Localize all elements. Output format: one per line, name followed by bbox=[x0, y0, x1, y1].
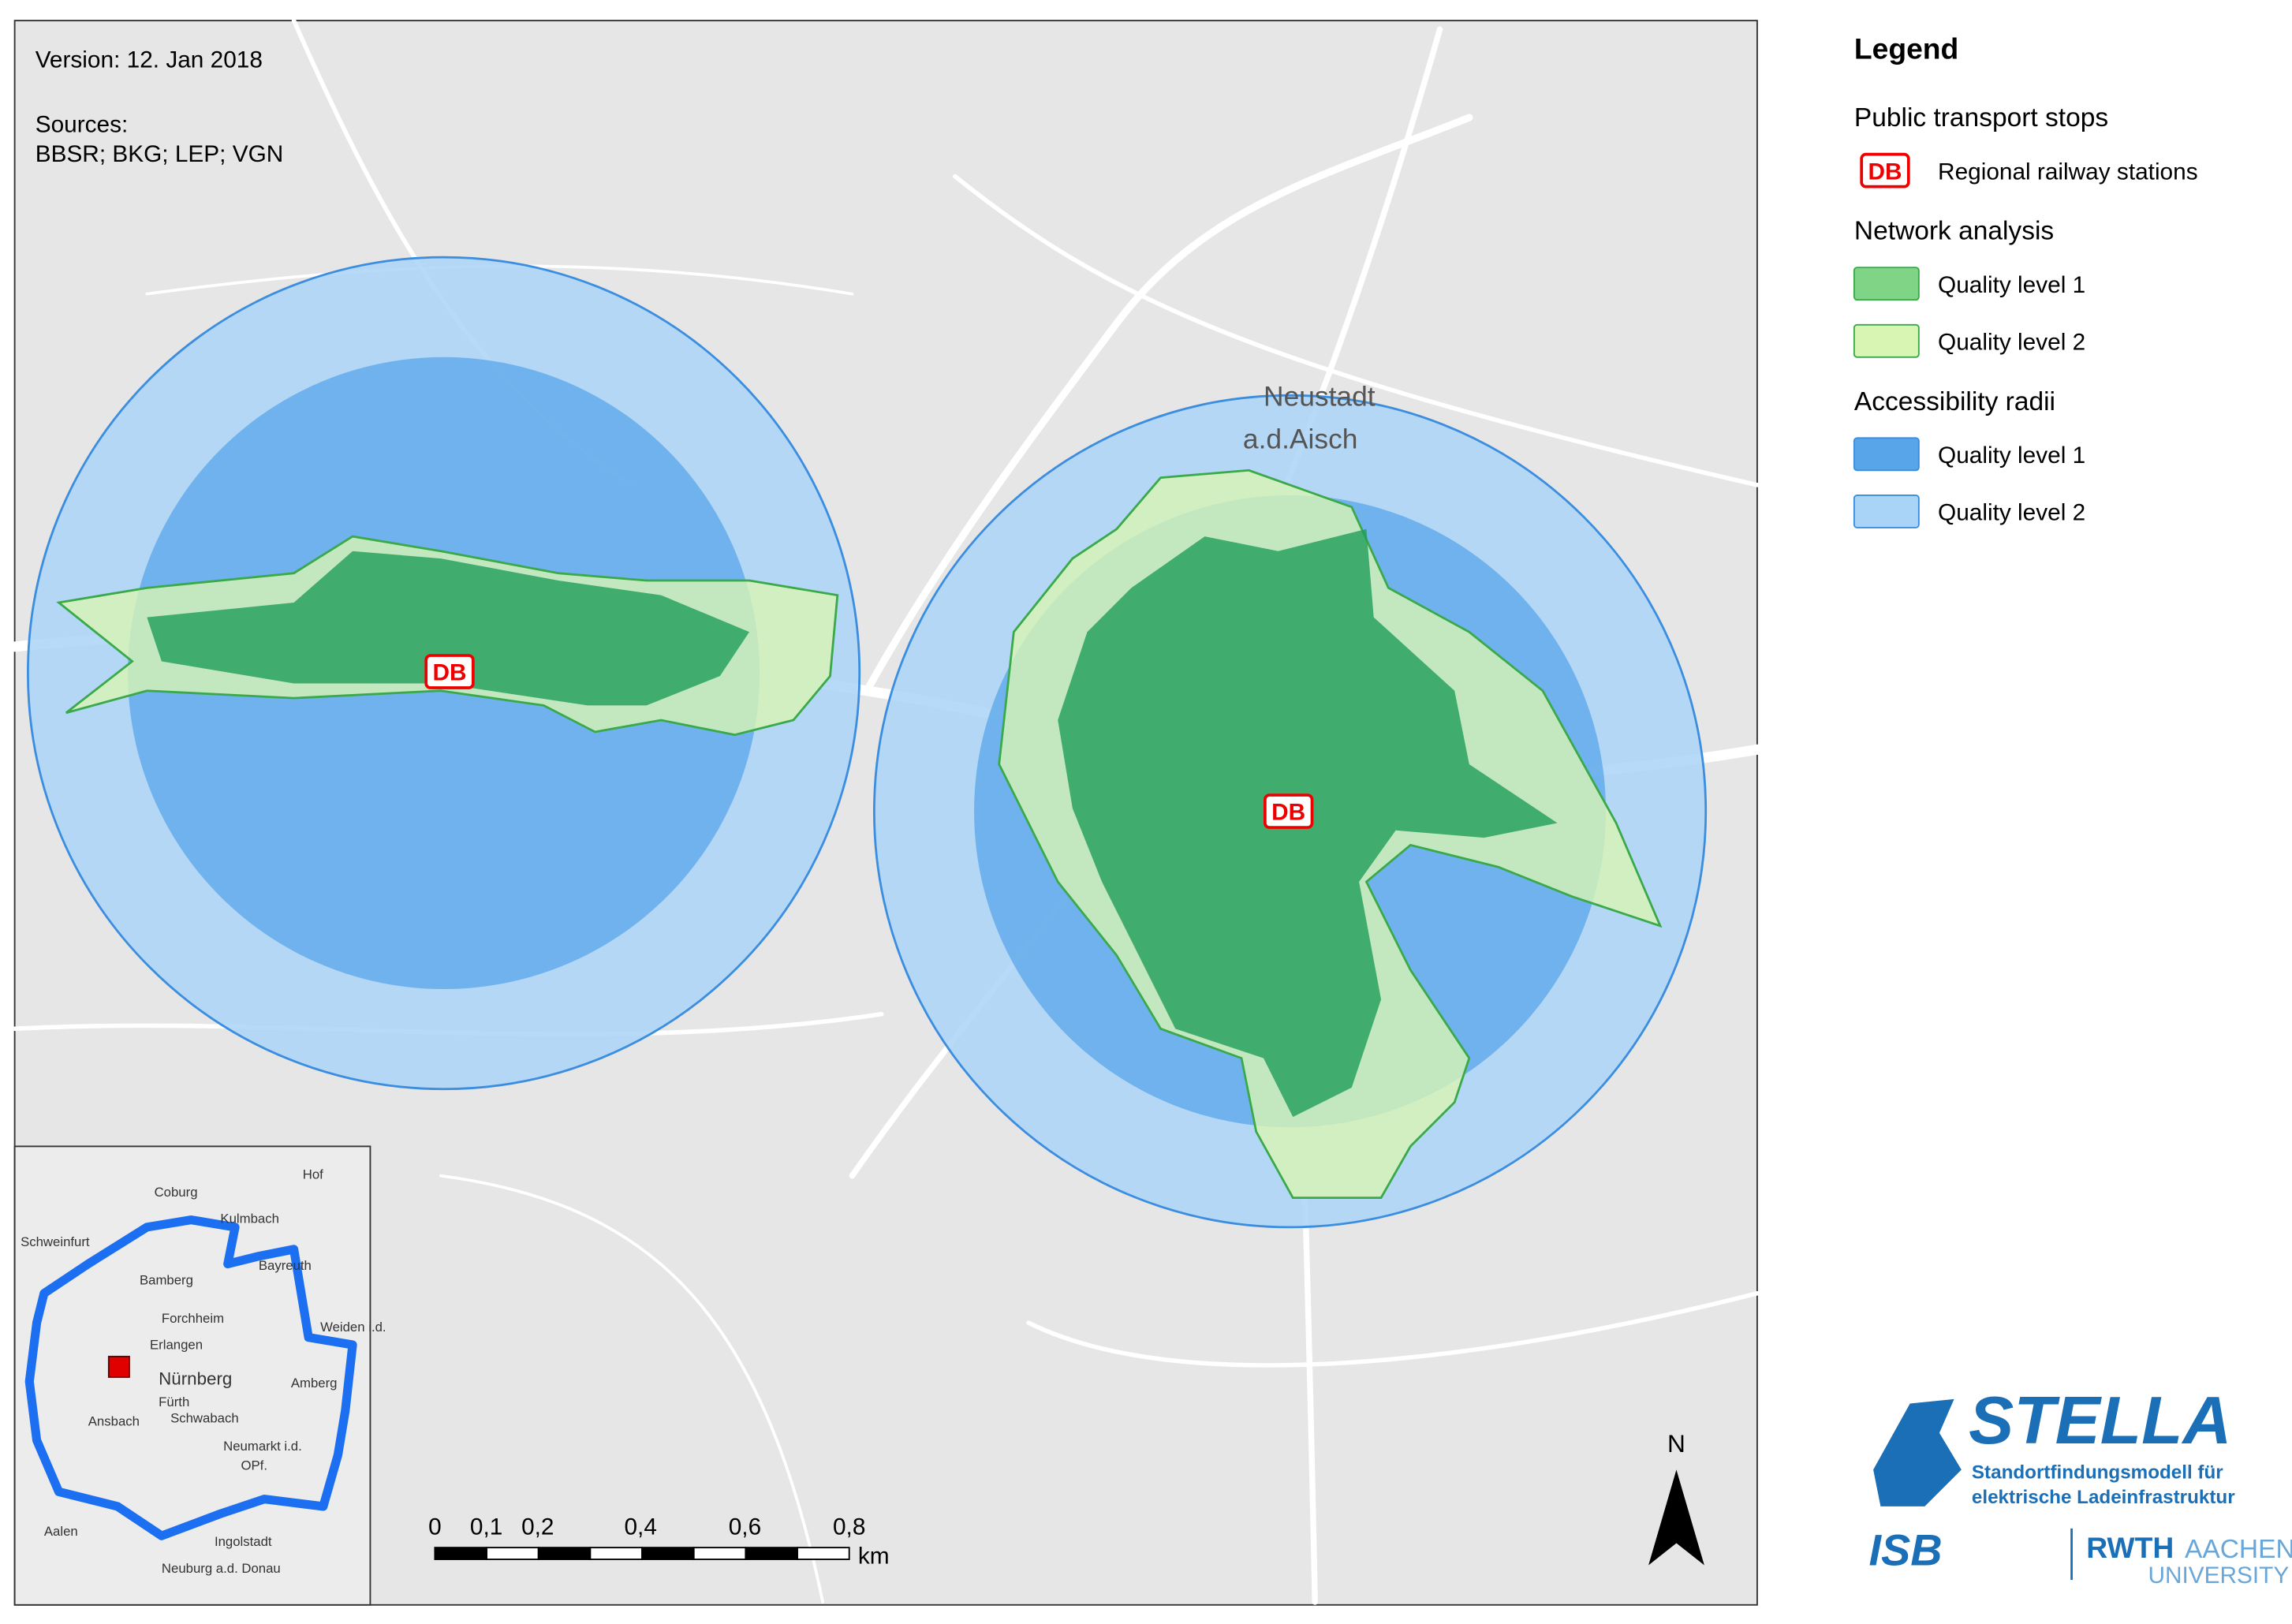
inset-label: Bayreuth bbox=[259, 1258, 312, 1273]
scale-segment bbox=[641, 1547, 695, 1560]
version: Version: 12. Jan 2018 bbox=[35, 47, 263, 73]
logo: STELLA Standortfindungsmodell für elektr… bbox=[1869, 1383, 2292, 1589]
legend-label: Quality level 2 bbox=[1938, 329, 2085, 355]
sources-title: Sources: bbox=[35, 112, 129, 138]
logo-aachen: AACHEN bbox=[2185, 1535, 2292, 1564]
scale-segment bbox=[797, 1547, 850, 1560]
scale-segment bbox=[745, 1547, 798, 1560]
inset-map bbox=[13, 1145, 371, 1606]
inset-label: OPf. bbox=[241, 1458, 268, 1473]
scale-label: 0,8 bbox=[833, 1514, 865, 1540]
inset-label: Ingolstadt bbox=[215, 1534, 272, 1549]
legend-icon-box bbox=[1860, 152, 1910, 189]
inset-label: Schweinfurt bbox=[21, 1234, 90, 1249]
inset-label: Neuburg a.d. Donau bbox=[162, 1561, 281, 1576]
logo-line1: Standortfindungsmodell für bbox=[1972, 1462, 2223, 1484]
scale-segment bbox=[692, 1547, 747, 1560]
inset-label: Weiden i.d. bbox=[320, 1320, 386, 1335]
inset-label: Ansbach bbox=[88, 1413, 140, 1428]
scale-label: 0,1 bbox=[470, 1514, 502, 1540]
north-arrow: N bbox=[1648, 1429, 1704, 1566]
inset-label: Hof bbox=[303, 1167, 323, 1182]
inset-label: Neumarkt i.d. bbox=[223, 1439, 302, 1454]
scale-label: 0,6 bbox=[729, 1514, 761, 1540]
inset-label: Fürth bbox=[159, 1394, 189, 1409]
legend: Legend Public transport stops DB Regional … bbox=[1853, 32, 2198, 528]
scale-unit: km bbox=[858, 1544, 890, 1570]
legend-swatch bbox=[1853, 437, 1920, 472]
place-suffix: a.d.Aisch bbox=[1243, 424, 1357, 454]
scale-label: 0 bbox=[428, 1514, 442, 1540]
logo-name: STELLA bbox=[1969, 1383, 2231, 1458]
north-label: N bbox=[1667, 1429, 1685, 1458]
legend-title: Legend bbox=[1854, 32, 1958, 65]
inset-label: Bamberg bbox=[140, 1273, 193, 1288]
sources: BBSR; BKG; LEP; VGN bbox=[35, 141, 284, 167]
inset-label: Erlangen bbox=[150, 1338, 203, 1353]
scale-segment bbox=[537, 1547, 592, 1560]
scale-segment bbox=[486, 1547, 539, 1560]
station: DB bbox=[1271, 800, 1305, 826]
network-level-1 bbox=[147, 551, 750, 706]
legend-group-title: Accessibility radii bbox=[1854, 387, 2055, 416]
legend-swatch bbox=[1853, 495, 1920, 528]
logo-isb: ISB bbox=[1869, 1525, 1943, 1574]
station-box bbox=[424, 654, 475, 689]
legend-icon: DB bbox=[1868, 159, 1902, 185]
inset-label: Coburg bbox=[155, 1185, 198, 1200]
legend-label: Quality level 1 bbox=[1938, 272, 2085, 298]
scale-segment bbox=[434, 1547, 487, 1560]
scale-label: 0,2 bbox=[521, 1514, 554, 1540]
place-name: Neustadt bbox=[1264, 381, 1376, 412]
inset-label: Forchheim bbox=[162, 1311, 224, 1326]
inset-label: Schwabach bbox=[170, 1411, 239, 1426]
legend-label: Regional railway stations bbox=[1938, 159, 2198, 185]
inset-label: Nürnberg bbox=[159, 1368, 232, 1388]
inset-label: Kulmbach bbox=[220, 1211, 278, 1226]
scale-label: 0,4 bbox=[624, 1514, 656, 1540]
legend-group-title: Public transport stops bbox=[1854, 103, 2108, 133]
station: DB bbox=[433, 660, 467, 686]
inset-label: Aalen bbox=[44, 1524, 78, 1539]
inset-label: Amberg bbox=[291, 1376, 338, 1391]
analysis-layers: DB DB bbox=[26, 256, 1708, 1229]
scale-bar: 0 0,1 0,2 0,4 0,6 0,8 km bbox=[428, 1514, 890, 1569]
legend-label: Quality level 2 bbox=[1938, 500, 2085, 526]
station-box bbox=[1264, 793, 1314, 829]
scale-segment bbox=[589, 1547, 643, 1560]
logo-rwth: RWTH bbox=[2086, 1531, 2174, 1564]
legend-group-title: Network analysis bbox=[1854, 217, 2054, 246]
logo-line2: elektrische Ladeinfrastruktur bbox=[1972, 1487, 2235, 1508]
legend-swatch bbox=[1853, 267, 1920, 301]
legend-label: Quality level 1 bbox=[1938, 442, 2085, 469]
logo-university: UNIVERSITY bbox=[2148, 1562, 2289, 1589]
legend-swatch bbox=[1853, 323, 1920, 358]
inset-labels: Coburg Hof Kulmbach Schweinfurt Bayreuth Bamb… bbox=[21, 1167, 386, 1575]
